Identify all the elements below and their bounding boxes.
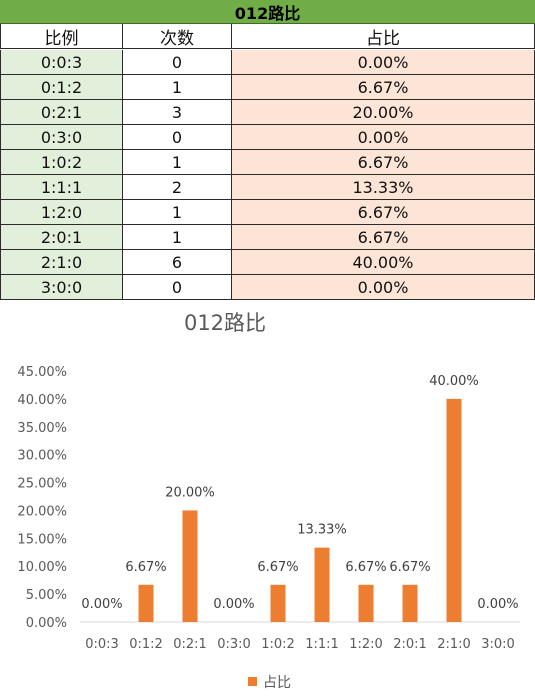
x-tick-label: 3:0:0	[481, 637, 515, 652]
data-label: 13.33%	[297, 523, 347, 538]
table-row: 1:1:1 2 13.33%	[0, 175, 535, 200]
data-label: 6.67%	[125, 560, 166, 575]
data-label: 0.00%	[81, 597, 122, 612]
bar-2-0-1	[402, 584, 418, 622]
ratio-cell[interactable]: 1:1:1	[0, 175, 123, 200]
x-tick-label: 0:1:2	[129, 637, 163, 652]
count-cell[interactable]: 3	[123, 100, 232, 125]
header-ratio[interactable]: 比例	[0, 24, 123, 49]
percent-cell[interactable]: 6.67%	[232, 200, 535, 225]
y-tick-label: 35.00%	[17, 421, 67, 436]
table-row: 2:0:1 1 6.67%	[0, 225, 535, 250]
percent-cell[interactable]: 13.33%	[232, 175, 535, 200]
percent-cell[interactable]: 6.67%	[232, 150, 535, 175]
ratio-cell[interactable]: 2:1:0	[0, 250, 123, 275]
percent-cell[interactable]: 20.00%	[232, 100, 535, 125]
percent-cell[interactable]: 40.00%	[232, 250, 535, 275]
legend-swatch	[248, 677, 257, 686]
ratio-cell[interactable]: 0:1:2	[0, 75, 123, 100]
x-tick-label: 0:3:0	[217, 637, 251, 652]
data-label: 0.00%	[477, 597, 518, 612]
data-label: 6.67%	[345, 560, 386, 575]
y-tick-label: 20.00%	[17, 504, 67, 519]
table-title[interactable]: 012路比	[0, 0, 535, 24]
percent-cell[interactable]: 0.00%	[232, 125, 535, 150]
y-tick-label: 40.00%	[17, 393, 67, 408]
header-count[interactable]: 次数	[123, 24, 232, 49]
x-tick-label: 1:0:2	[261, 637, 295, 652]
x-tick-label: 0:0:3	[85, 637, 119, 652]
chart-svg: 012路比 0.00% 5.00% 10.00% 15.00% 20.00% 25.00% 3…	[17, 311, 520, 691]
count-cell[interactable]: 6	[123, 250, 232, 275]
ratio-cell[interactable]: 1:0:2	[0, 150, 123, 175]
y-tick-label: 45.00%	[17, 365, 67, 380]
legend-label: 占比	[263, 675, 291, 691]
x-tick-label: 1:2:0	[349, 637, 383, 652]
data-label: 6.67%	[389, 560, 430, 575]
data-label: 0.00%	[213, 597, 254, 612]
y-tick-label: 5.00%	[26, 588, 67, 603]
table-row: 2:1:0 6 40.00%	[0, 250, 535, 275]
x-tick-label: 1:1:1	[305, 637, 339, 652]
y-tick-label: 15.00%	[17, 532, 67, 547]
bar-0-1-2	[138, 584, 154, 622]
percent-cell[interactable]: 0.00%	[232, 275, 535, 300]
x-tick-label: 2:0:1	[393, 637, 427, 652]
y-tick-label: 0.00%	[26, 616, 67, 631]
table-row: 0:1:2 1 6.67%	[0, 75, 535, 100]
bar-1-1-1	[314, 547, 330, 622]
table-row: 0:3:0 0 0.00%	[0, 125, 535, 150]
y-tick-label: 10.00%	[17, 560, 67, 575]
bar-1-0-2	[270, 584, 286, 622]
x-tick-label: 0:2:1	[173, 637, 207, 652]
table-row: 3:0:0 0 0.00%	[0, 275, 535, 300]
data-label: 20.00%	[165, 485, 215, 500]
table-header-row: 比例 次数 占比	[0, 24, 535, 49]
y-tick-label: 25.00%	[17, 477, 67, 492]
ratio-cell[interactable]: 3:0:0	[0, 275, 123, 300]
header-percent[interactable]: 占比	[232, 24, 535, 49]
ratio-cell[interactable]: 2:0:1	[0, 225, 123, 250]
table-row: 1:0:2 1 6.67%	[0, 150, 535, 175]
table-row: 0:0:3 0 0.00%	[0, 50, 535, 75]
bar-chart: 012路比 0.00% 5.00% 10.00% 15.00% 20.00% 25.00% 3…	[0, 300, 535, 700]
count-cell[interactable]: 1	[123, 200, 232, 225]
count-cell[interactable]: 0	[123, 275, 232, 300]
ratio-cell[interactable]: 1:2:0	[0, 200, 123, 225]
count-cell[interactable]: 2	[123, 175, 232, 200]
percent-cell[interactable]: 6.67%	[232, 225, 535, 250]
y-tick-label: 30.00%	[17, 449, 67, 464]
chart-title: 012路比	[184, 311, 266, 335]
ratio-cell[interactable]: 0:2:1	[0, 100, 123, 125]
spreadsheet-table: 012路比 比例 次数 占比 0:0:3 0 0.00% 0:1:2 1 6.67% 0:2…	[0, 0, 535, 300]
bar-1-2-0	[358, 584, 374, 622]
count-cell[interactable]: 0	[123, 125, 232, 150]
count-cell[interactable]: 1	[123, 225, 232, 250]
count-cell[interactable]: 1	[123, 150, 232, 175]
count-cell[interactable]: 0	[123, 50, 232, 75]
table-row: 1:2:0 1 6.67%	[0, 200, 535, 225]
percent-cell[interactable]: 0.00%	[232, 50, 535, 75]
data-label: 6.67%	[257, 560, 298, 575]
bar-0-2-1	[182, 510, 198, 622]
percent-cell[interactable]: 6.67%	[232, 75, 535, 100]
data-label: 40.00%	[429, 374, 479, 389]
ratio-cell[interactable]: 0:0:3	[0, 50, 123, 75]
bar-2-1-0	[446, 398, 462, 622]
table-row: 0:2:1 3 20.00%	[0, 100, 535, 125]
x-tick-label: 2:1:0	[437, 637, 471, 652]
count-cell[interactable]: 1	[123, 75, 232, 100]
ratio-cell[interactable]: 0:3:0	[0, 125, 123, 150]
